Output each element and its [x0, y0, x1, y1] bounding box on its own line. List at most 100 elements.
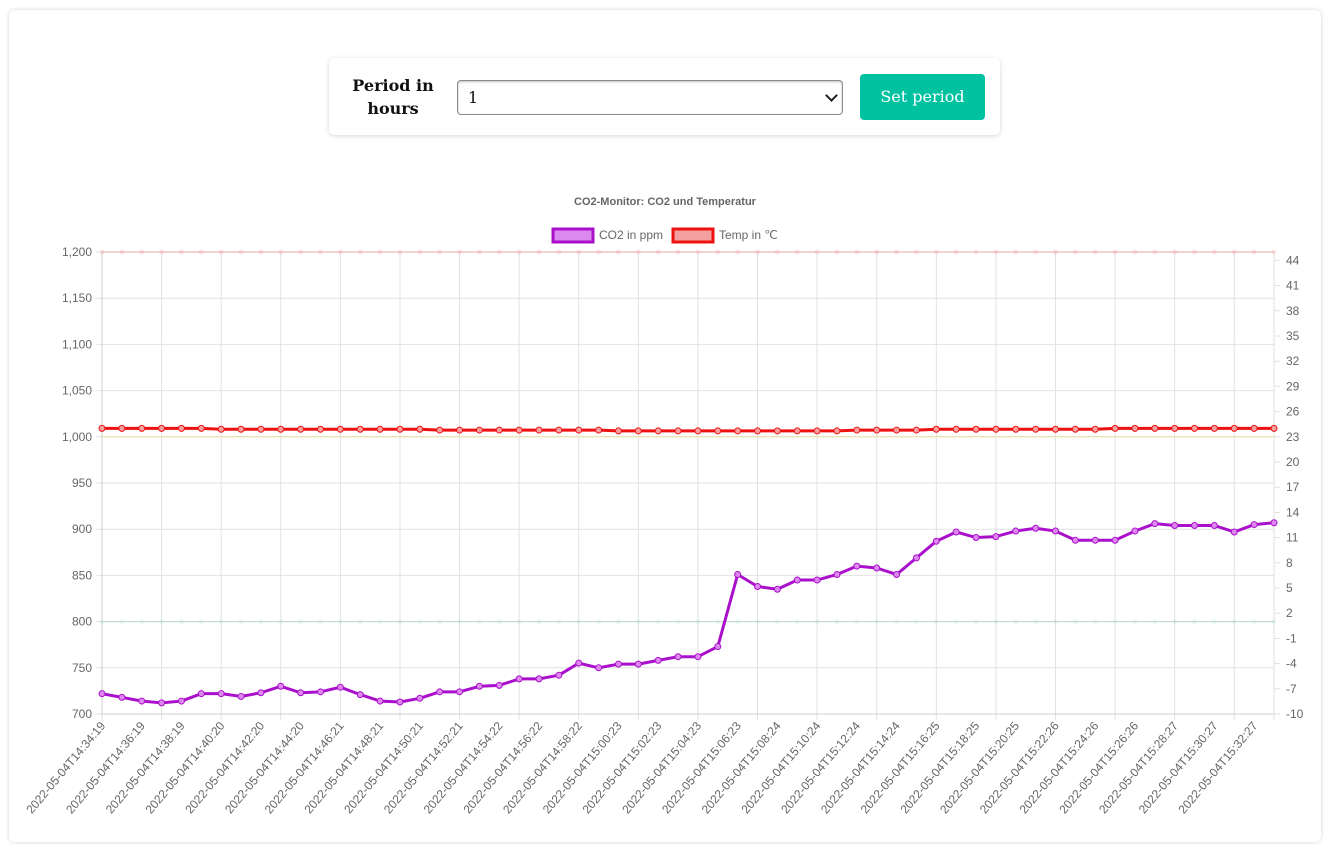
- reference-point: [695, 249, 701, 255]
- reference-point: [596, 249, 602, 255]
- reference-point: [238, 619, 244, 625]
- temp-data-point: [793, 427, 801, 435]
- reference-point: [1092, 249, 1098, 255]
- reference-point: [1271, 249, 1277, 255]
- reference-point: [218, 619, 224, 625]
- y-left-tick-label: 850: [72, 568, 92, 582]
- co2-data-point: [118, 693, 126, 701]
- temp-data-point: [177, 424, 185, 432]
- co2-data-point: [475, 682, 483, 690]
- reference-point: [854, 619, 860, 625]
- co2-data-point: [277, 682, 285, 690]
- reference-point: [437, 619, 443, 625]
- y-left-tick-label: 1,100: [62, 337, 92, 351]
- co2-data-point: [297, 689, 305, 697]
- period-select[interactable]: 1: [457, 80, 843, 115]
- co2-data-point: [873, 564, 881, 572]
- temp-data-point: [992, 425, 1000, 433]
- temp-data-point: [833, 427, 841, 435]
- reference-point: [973, 619, 979, 625]
- temp-data-point: [1091, 425, 1099, 433]
- reference-point: [357, 249, 363, 255]
- reference-point: [1172, 249, 1178, 255]
- temp-data-point: [734, 427, 742, 435]
- co2-data-point: [535, 675, 543, 683]
- co2-data-point: [396, 698, 404, 706]
- temp-data-point: [257, 425, 265, 433]
- co2-data-point: [595, 664, 603, 672]
- co2-data-point: [1151, 520, 1159, 528]
- co2-data-point: [456, 688, 464, 696]
- x-tick-label: 2022-05-04T15:32:27: [1176, 719, 1261, 817]
- co2-data-point: [952, 528, 960, 536]
- temp-data-point: [158, 424, 166, 432]
- temp-data-point: [813, 427, 821, 435]
- co2-data-point: [416, 694, 424, 702]
- reference-point: [119, 619, 125, 625]
- co2-data-point: [356, 691, 364, 699]
- co2-data-point: [575, 659, 583, 667]
- plot-area: 700 750 800 850 900 950 1,000 1,050 1,100 1,150 1,…: [23, 245, 1303, 816]
- temp-data-point: [932, 425, 940, 433]
- reference-point: [615, 619, 621, 625]
- reference-point: [417, 619, 423, 625]
- reference-point: [516, 249, 522, 255]
- reference-point: [933, 619, 939, 625]
- chart-legend: CO2 in ppm Temp in ℃: [551, 227, 778, 244]
- y-right-tick-label: 2: [1286, 606, 1293, 620]
- reference-point: [1231, 619, 1237, 625]
- y-right-tick-label: 8: [1286, 556, 1293, 570]
- y-right-tick-label: 41: [1286, 279, 1300, 293]
- reference-point: [318, 619, 324, 625]
- temp-data-point: [1071, 425, 1079, 433]
- temp-data-point: [972, 425, 980, 433]
- y-right-tick-label: -4: [1286, 657, 1297, 671]
- reference-point: [198, 619, 204, 625]
- reference-point: [1192, 249, 1198, 255]
- reference-point: [1112, 619, 1118, 625]
- reference-point: [397, 619, 403, 625]
- temp-data-point: [1230, 424, 1238, 432]
- reference-point: [814, 249, 820, 255]
- reference-point: [1152, 249, 1158, 255]
- reference-point: [1271, 619, 1277, 625]
- reference-point: [1251, 619, 1257, 625]
- reference-point: [1152, 619, 1158, 625]
- co2-data-point: [1091, 536, 1099, 544]
- reference-point: [874, 249, 880, 255]
- temp-data-point: [694, 427, 702, 435]
- co2-legend-swatch: [551, 227, 595, 244]
- reference-point: [337, 249, 343, 255]
- reference-point: [874, 619, 880, 625]
- reference-point: [218, 249, 224, 255]
- co2-data-point: [138, 697, 146, 705]
- y-left-tick-label: 1,000: [62, 430, 92, 444]
- temp-data-point: [237, 425, 245, 433]
- temp-data-point: [1250, 424, 1258, 432]
- reference-point: [377, 619, 383, 625]
- reference-point: [99, 249, 105, 255]
- temp-data-point: [575, 426, 583, 434]
- y-left-tick-label: 800: [72, 615, 92, 629]
- co2-data-point: [1051, 527, 1059, 535]
- co2-data-point: [376, 697, 384, 705]
- reference-point: [278, 619, 284, 625]
- co2-data-point: [515, 675, 523, 683]
- reference-point: [457, 249, 463, 255]
- temp-data-point: [773, 427, 781, 435]
- temp-data-point: [1270, 424, 1278, 432]
- temp-data-point: [118, 424, 126, 432]
- reference-point: [1132, 249, 1138, 255]
- reference-point: [1072, 249, 1078, 255]
- period-select-value: 1: [468, 88, 479, 107]
- co2-data-point: [495, 681, 503, 689]
- reference-point: [1013, 249, 1019, 255]
- reference-point: [1211, 619, 1217, 625]
- co2-data-point: [1131, 527, 1139, 535]
- page-card: [9, 10, 1321, 842]
- set-period-button[interactable]: Set period: [860, 74, 985, 120]
- reference-point: [576, 619, 582, 625]
- temp-data-point: [535, 426, 543, 434]
- co2-data-point: [257, 689, 265, 697]
